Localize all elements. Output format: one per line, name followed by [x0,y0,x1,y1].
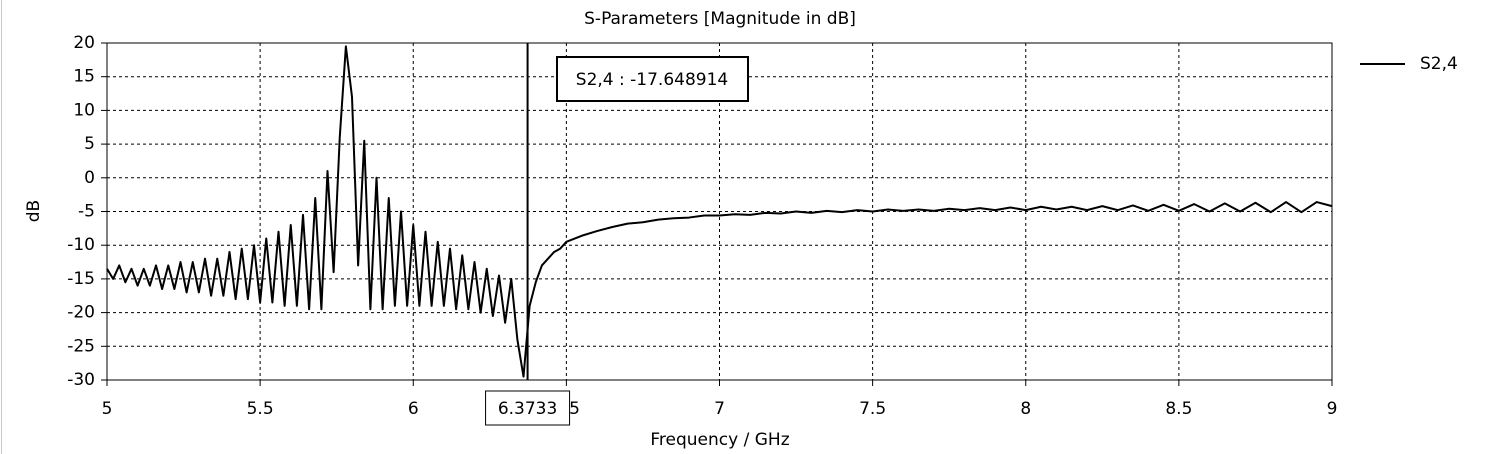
x-tick-label: 7 [714,399,725,419]
series-line [106,45,1333,378]
x-tick-label: 5.5 [247,399,274,419]
x-tick-label: 8 [1020,399,1031,419]
x-tick-label: 5 [102,399,113,419]
marker-annotation-box [556,56,749,102]
y-tick-label: 0 [84,168,95,188]
y-tick-label: -20 [67,303,95,323]
chart-title: S-Parameters [Magnitude in dB] [584,9,856,29]
y-tick-label: -15 [67,269,95,289]
plot-frame [106,42,1333,381]
marker-x-box [485,390,571,426]
marker-x-label: 6.3733 [498,399,557,419]
x-tick-label: 8.5 [1165,399,1192,419]
y-tick-label: 15 [73,67,95,87]
x-axis-label: Frequency / GHz [650,430,789,450]
y-tick-label: 20 [73,33,95,53]
x-tick-label: 9 [1327,399,1338,419]
y-tick-label: -25 [67,336,95,356]
y-tick-label: 10 [73,100,95,120]
x-tick-label: 6 [408,399,419,419]
y-tick-label: 5 [84,134,95,154]
marker-annotation: S2,4 : -17.648914 [576,70,728,90]
y-tick-label: -5 [78,202,95,222]
y-tick-label: -10 [67,235,95,255]
legend-label: S2,4 [1420,54,1458,74]
y-tick-label: -30 [67,370,95,390]
y-axis-label: dB [24,200,44,222]
x-tick-label: 7.5 [859,399,886,419]
